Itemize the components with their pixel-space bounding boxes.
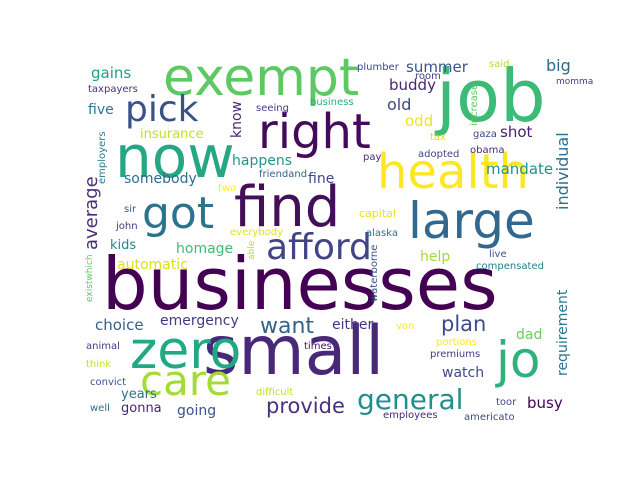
word-small: small bbox=[203, 312, 385, 391]
word-von: von bbox=[396, 321, 415, 332]
word-plumber: plumber bbox=[357, 62, 399, 73]
word-well: well bbox=[90, 403, 110, 414]
word-choice: choice bbox=[95, 316, 144, 334]
word-times: times bbox=[304, 341, 332, 352]
word-seeing: seeing bbox=[256, 103, 289, 114]
word-sir: sir bbox=[124, 204, 137, 215]
word-automatic: automatic bbox=[117, 257, 188, 273]
word-care: care bbox=[140, 356, 232, 405]
word-find: find bbox=[234, 175, 341, 240]
word-business: business bbox=[310, 97, 354, 108]
word-got: got bbox=[142, 188, 215, 239]
word-pay: pay bbox=[363, 152, 382, 163]
word-toor: toor bbox=[496, 397, 517, 408]
word-summer: summer bbox=[406, 58, 468, 76]
word-capital: capital bbox=[359, 207, 396, 220]
word-old: old bbox=[387, 95, 412, 114]
word-provide: provide bbox=[266, 394, 345, 418]
word-gaza: gaza bbox=[473, 129, 497, 140]
word-increase: increase bbox=[469, 83, 480, 126]
word-homage: homage bbox=[176, 241, 234, 257]
word-going: going bbox=[177, 403, 217, 419]
word-momma: momma bbox=[556, 77, 594, 87]
word-pick: pick bbox=[125, 89, 199, 130]
word-average: average bbox=[81, 176, 102, 250]
word-adopted: adopted bbox=[418, 149, 460, 160]
word-convict: convict bbox=[90, 377, 127, 388]
word-difficult: difficult bbox=[256, 387, 294, 398]
word-gains: gains bbox=[91, 64, 132, 82]
word-insurance: insurance bbox=[140, 127, 204, 142]
word-alaska: alaska bbox=[366, 228, 398, 239]
word-kids: kids bbox=[110, 238, 137, 253]
word-waterborne: waterborne bbox=[369, 244, 380, 302]
word-individual: individual bbox=[553, 132, 572, 210]
word-shot: shot bbox=[500, 123, 533, 141]
word-said: said bbox=[489, 59, 510, 70]
word-watch: watch bbox=[442, 365, 485, 381]
word-large: large bbox=[408, 192, 535, 250]
word-buddy: buddy bbox=[389, 76, 436, 94]
word-employers: employers bbox=[97, 131, 108, 184]
word-taxpayers: taxpayers bbox=[88, 84, 138, 95]
word-plan: plan bbox=[441, 312, 487, 336]
word-afford: afford bbox=[266, 227, 372, 268]
word-tax: tax bbox=[430, 132, 446, 143]
word-zero: zero bbox=[130, 321, 242, 381]
word-requirement: requirement bbox=[555, 289, 571, 376]
word-able: able bbox=[247, 240, 257, 260]
word-employees: employees bbox=[383, 410, 438, 421]
word-room: room bbox=[415, 71, 441, 82]
word-fine: fine bbox=[308, 171, 335, 187]
word-emergency: emergency bbox=[160, 313, 239, 329]
word-job: job bbox=[436, 54, 546, 138]
word-gonna: gonna bbox=[121, 401, 162, 416]
word-two: two bbox=[218, 183, 237, 194]
word-now: now bbox=[115, 123, 235, 191]
word-everybody: everybody bbox=[230, 227, 283, 238]
word-busy: busy bbox=[527, 394, 563, 412]
word-compensated: compensated bbox=[476, 261, 544, 272]
word-dad: dad bbox=[516, 327, 543, 343]
word-friendand: friendand bbox=[259, 169, 308, 180]
word-either: either bbox=[332, 317, 374, 333]
word-premiums: premiums bbox=[430, 349, 481, 360]
word-americato: americato bbox=[464, 412, 515, 423]
word-want: want bbox=[260, 314, 315, 339]
word-know: know bbox=[229, 101, 245, 138]
word-obama: obama bbox=[470, 145, 505, 156]
word-help: help bbox=[420, 249, 451, 265]
word-health: health bbox=[377, 144, 529, 200]
word-odd: odd bbox=[405, 112, 434, 130]
word-existwhich: existwhich bbox=[85, 254, 95, 302]
word-right: right bbox=[258, 104, 371, 160]
word-live: live bbox=[489, 249, 507, 260]
word-portions: portions bbox=[436, 337, 477, 348]
word-somebody: somebody bbox=[124, 171, 197, 187]
word-years: years bbox=[121, 387, 157, 402]
word-think: think bbox=[86, 359, 112, 370]
word-happens: happens bbox=[232, 153, 293, 169]
word-mandate: mandate bbox=[486, 160, 554, 178]
word-john: john bbox=[116, 221, 138, 232]
word-businesses: businesses bbox=[102, 242, 498, 326]
word-jo: jo bbox=[496, 331, 541, 389]
word-general: general bbox=[357, 383, 464, 416]
word-five: five bbox=[88, 102, 114, 118]
word-big: big bbox=[546, 56, 571, 75]
word-animal: animal bbox=[86, 341, 120, 352]
word-exempt: exempt bbox=[163, 48, 360, 108]
